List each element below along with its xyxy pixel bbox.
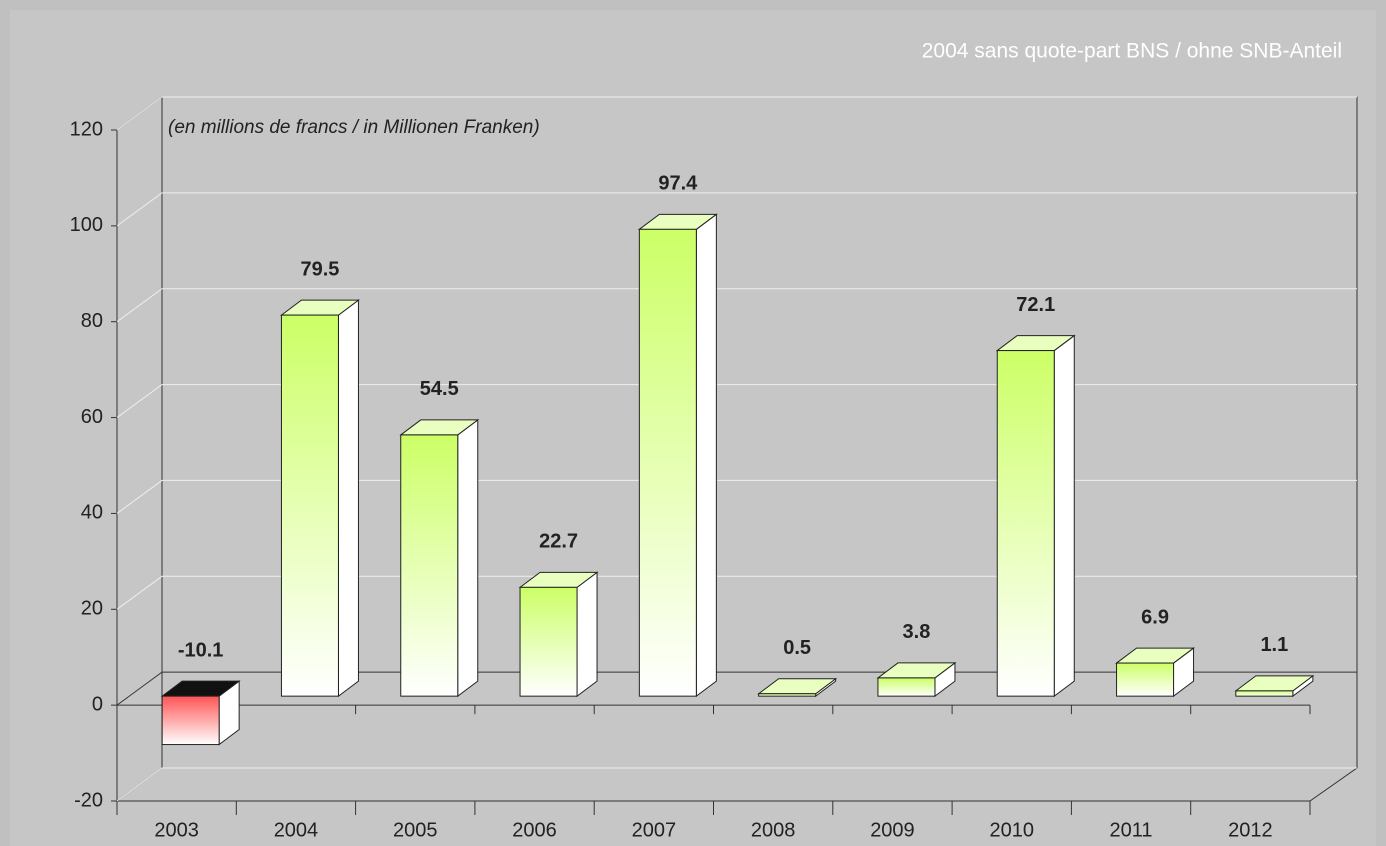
y-tick-label: 80 [81,310,103,332]
bar [279,299,360,698]
bar-front [1116,662,1175,697]
y-tick-label: 40 [81,502,103,524]
grid-line [116,767,1357,802]
bar-side [337,299,359,698]
bar [637,213,718,698]
grid-line [116,671,1357,706]
bar-front [996,350,1055,697]
y-tick-label: 0 [92,693,103,715]
bar [995,334,1076,698]
bar-side [695,213,717,698]
value-label: -10.1 [178,639,224,661]
bar-front [400,434,459,697]
bar [399,418,480,698]
grid-line [116,288,1357,323]
y-tick-label: 100 [70,214,103,236]
bar-front [638,228,697,697]
bar [160,680,241,746]
x-tick-label: 2011 [1110,819,1153,841]
bar-front [1235,690,1294,697]
bar [757,677,838,698]
bar-side [576,571,598,698]
y-tick-label: 20 [81,598,103,620]
bar-front [758,693,817,697]
value-label: 22.7 [539,531,578,553]
chart-title: 2004 sans quote-part BNS / ohne SNB-Ante… [922,40,1342,63]
y-tick-label: -20 [74,789,103,811]
x-tick-label: 2006 [512,819,557,841]
bar-front [877,677,936,697]
bar-side [457,418,479,698]
grid-line [116,96,1357,131]
value-label: 3.8 [903,621,931,643]
value-label: 97.4 [658,173,698,195]
bar [876,661,957,698]
value-label: 79.5 [300,258,339,280]
bar-side [1053,334,1075,698]
value-label: 72.1 [1016,294,1055,316]
bar [1234,674,1315,698]
grid-line [116,192,1357,227]
annotation: (en millions de francs / in Millionen Fr… [168,117,540,138]
y-tick-label: 60 [81,406,103,428]
value-label: 6.9 [1141,606,1169,628]
x-tick-label: 2008 [751,819,796,841]
bar-front [280,314,339,697]
y-tick-label: 120 [70,118,103,140]
bar-front [519,586,578,697]
x-tick-label: 2007 [632,819,677,841]
bar [518,571,599,698]
grid-line [116,575,1357,610]
value-label: 0.5 [783,637,811,659]
x-tick-label: 2010 [990,819,1035,841]
bar [1115,647,1196,698]
bar-front [161,695,220,746]
x-tick-label: 2009 [870,819,915,841]
x-tick-label: 2005 [393,819,438,841]
x-tick-label: 2012 [1228,819,1273,841]
grid-line [116,479,1357,514]
x-tick-label: 2004 [274,819,319,841]
x-tick-label: 2003 [154,819,199,841]
value-label: 1.1 [1260,634,1288,656]
value-label: 54.5 [420,378,459,400]
grid-line [116,384,1357,418]
